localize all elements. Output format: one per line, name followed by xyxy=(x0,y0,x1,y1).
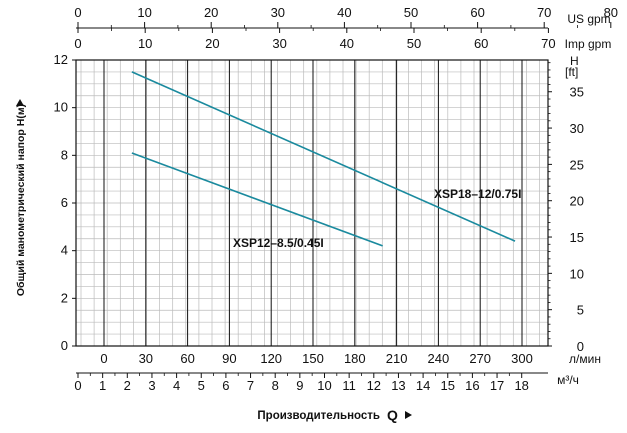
right-tick-label: 30 xyxy=(570,121,584,136)
imp-gpm-tick-label: 40 xyxy=(340,36,354,51)
y-axis-title: Общий манометрический напор Н(м) xyxy=(15,104,27,296)
y-tick-label: 12 xyxy=(54,52,68,67)
imp-gpm-tick-label: 10 xyxy=(138,36,152,51)
m3h-tick-label: 9 xyxy=(296,378,303,393)
right-tick-label: 10 xyxy=(570,266,584,281)
y-tick-label: 4 xyxy=(61,243,68,258)
right-tick-label: 35 xyxy=(570,85,584,100)
right-tick-label: 25 xyxy=(570,157,584,172)
x-axis-title-symbol: Q xyxy=(387,407,398,423)
series-lines: XSP12–8.5/0.45I XSP18–12/0.75I xyxy=(131,71,521,250)
series-label: XSP18–12/0.75I xyxy=(434,187,521,201)
m3h-tick-label: 3 xyxy=(148,378,155,393)
x-tick-label: 0 xyxy=(100,351,107,366)
x-tick-label: 240 xyxy=(428,351,450,366)
x-tick-label: 300 xyxy=(511,351,533,366)
series-line xyxy=(131,71,516,242)
imp-gpm-tick-label: 20 xyxy=(205,36,219,51)
m3h-tick-label: 4 xyxy=(173,378,180,393)
x-tick-label: 180 xyxy=(344,351,366,366)
imp-gpm-tick-label: 30 xyxy=(272,36,286,51)
series-line xyxy=(131,152,383,247)
us-gpm-tick-label: 50 xyxy=(404,5,418,20)
m3h-tick-label: 11 xyxy=(342,378,356,393)
x-axis-arrow-icon xyxy=(405,411,412,419)
x-axis-title-text: Производительность xyxy=(257,410,380,422)
y-tick-label: 0 xyxy=(61,338,68,353)
x-tick-label: 270 xyxy=(469,351,491,366)
us-gpm-tick-label: 40 xyxy=(337,5,351,20)
right-tick-label: 0 xyxy=(577,339,584,354)
x-tick-label: 30 xyxy=(139,351,153,366)
right-tick-label: 20 xyxy=(570,194,584,209)
imp-gpm-tick-label: 60 xyxy=(474,36,488,51)
m3h-tick-label: 1 xyxy=(99,378,106,393)
m3h-tick-label: 12 xyxy=(367,378,381,393)
grid-lines xyxy=(76,60,548,346)
us-gpm-tick-label: 10 xyxy=(137,5,151,20)
us-gpm-tick-label: 30 xyxy=(271,5,285,20)
us-gpm-tick-label: 80 xyxy=(604,5,618,20)
us-gpm-tick-label: 0 xyxy=(74,5,81,20)
right-axis-unit: H xyxy=(570,54,579,68)
us-gpm-tick-label: 20 xyxy=(204,5,218,20)
m3h-tick-label: 7 xyxy=(247,378,254,393)
y-tick-label: 6 xyxy=(61,195,68,210)
y-tick-label: 8 xyxy=(61,147,68,162)
y-axis-arrow-icon xyxy=(16,99,24,106)
us-gpm-tick-label: 70 xyxy=(537,5,551,20)
y-tick-label: 10 xyxy=(54,100,68,115)
x-tick-label: 150 xyxy=(302,351,324,366)
m3h-tick-label: 18 xyxy=(514,378,528,393)
m3h-axis-unit: м³/ч xyxy=(557,373,579,387)
us-gpm-tick-label: 60 xyxy=(470,5,484,20)
m3h-tick-label: 17 xyxy=(490,378,504,393)
m3h-tick-label: 15 xyxy=(441,378,455,393)
imp-gpm-tick-label: 50 xyxy=(407,36,421,51)
x-tick-label: 90 xyxy=(222,351,236,366)
m3h-tick-label: 5 xyxy=(198,378,205,393)
x-tick-label: 120 xyxy=(260,351,282,366)
x-axis-title: Производительность Q xyxy=(257,407,398,423)
right-tick-label: 15 xyxy=(570,230,584,245)
x-tick-label: 60 xyxy=(180,351,194,366)
m3h-tick-label: 6 xyxy=(222,378,229,393)
m3h-tick-label: 8 xyxy=(272,378,279,393)
y-tick-label: 2 xyxy=(61,290,68,305)
m3h-tick-label: 13 xyxy=(391,378,405,393)
x-tick-label: 210 xyxy=(386,351,408,366)
m3h-tick-label: 10 xyxy=(317,378,331,393)
us-gpm-unit: US gpm xyxy=(567,12,610,26)
m3h-tick-label: 16 xyxy=(465,378,479,393)
imp-gpm-tick-label: 70 xyxy=(541,36,555,51)
m3h-tick-label: 0 xyxy=(74,378,81,393)
right-axis-unit: [ft] xyxy=(565,65,578,79)
series-label: XSP12–8.5/0.45I xyxy=(233,236,324,250)
x-axis-unit: л/мин xyxy=(569,352,601,366)
right-tick-label: 5 xyxy=(577,303,584,318)
imp-gpm-unit: Imp gpm xyxy=(565,37,612,51)
imp-gpm-tick-label: 0 xyxy=(74,36,81,51)
m3h-tick-label: 2 xyxy=(124,378,131,393)
m3h-tick-label: 14 xyxy=(416,378,430,393)
